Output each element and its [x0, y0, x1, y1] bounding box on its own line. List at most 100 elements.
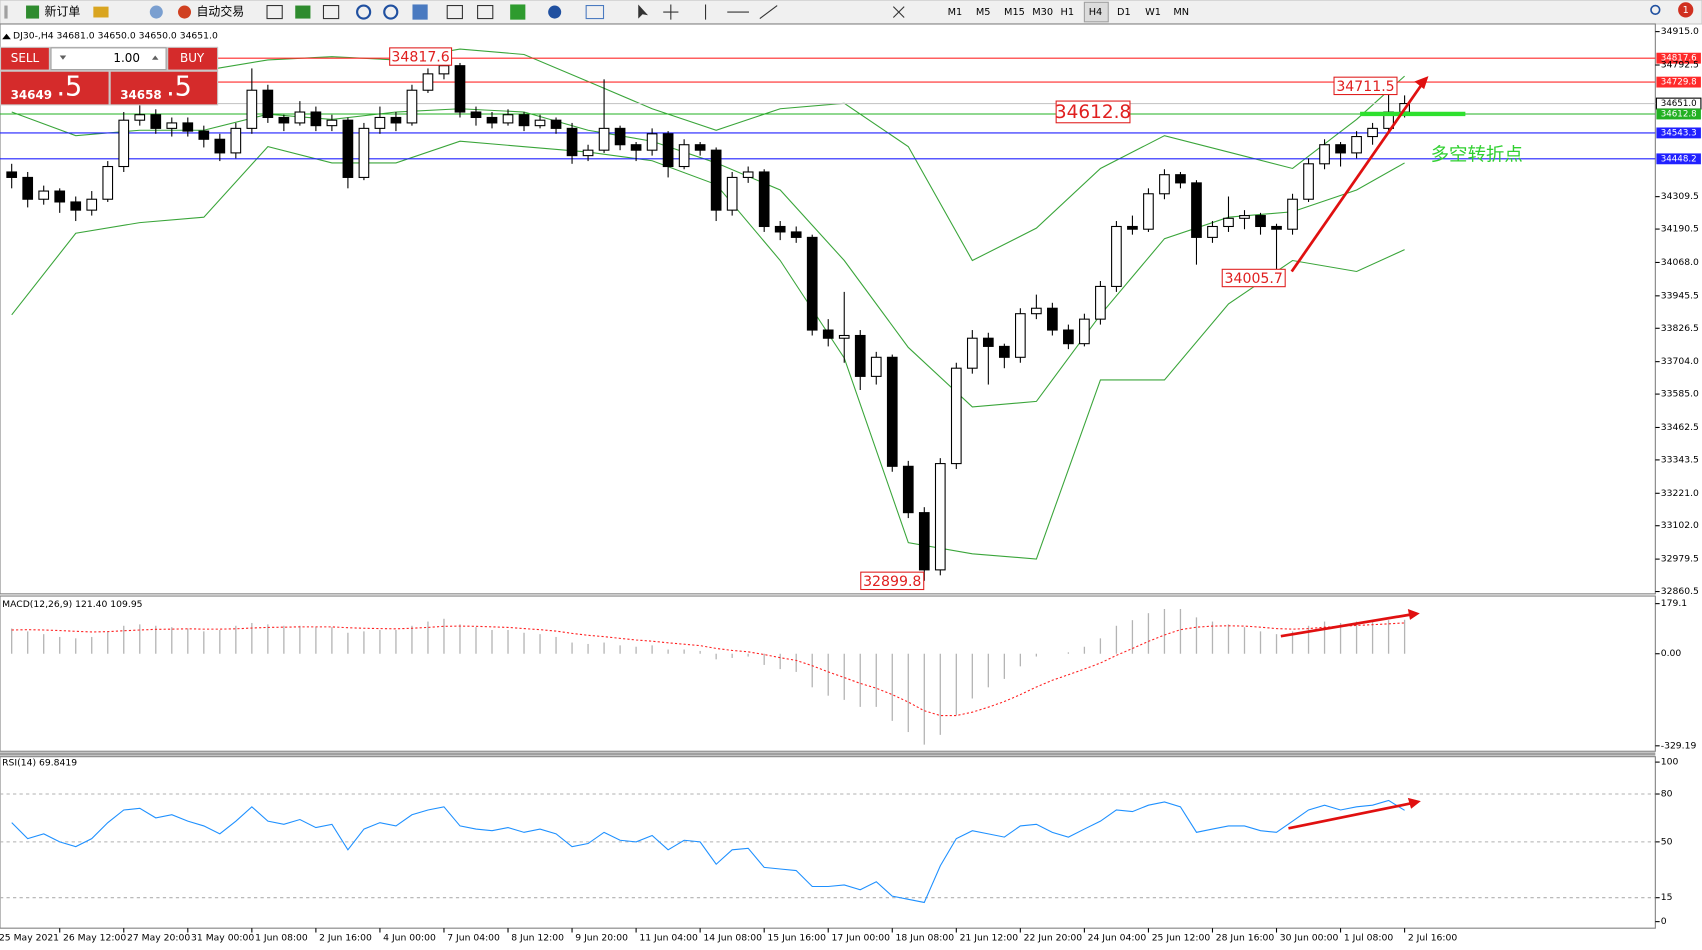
- line-icons[interactable]: [705, 4, 778, 20]
- macd-signal: [11, 622, 1405, 717]
- icon[interactable]: [93, 6, 109, 18]
- candle-body: [70, 201, 82, 211]
- candle-body: [1239, 215, 1250, 219]
- timeframe-button[interactable]: M1: [948, 7, 963, 18]
- x-tick-label: 9 Jun 20:00: [575, 932, 628, 943]
- candle-body: [1015, 313, 1026, 358]
- lots-input[interactable]: [50, 47, 167, 71]
- chart-header: DJ30-,H4 34681.0 34650.0 34650.0 34651.0: [13, 30, 218, 41]
- bollinger-band: [11, 48, 1405, 262]
- timeframe-button[interactable]: M15: [1004, 7, 1025, 18]
- main-panel: [0, 23, 1656, 595]
- candle-body: [1255, 215, 1266, 228]
- candle-body: [1047, 307, 1058, 331]
- candle-body: [182, 122, 194, 132]
- notification-count[interactable]: 1: [1683, 5, 1689, 16]
- x-tick-label: 22 Jun 20:00: [1024, 932, 1083, 943]
- x-tick-label: 1 Jul 08:00: [1344, 932, 1394, 943]
- y-tick-label: 179.1: [1661, 598, 1688, 609]
- cursor-icon[interactable]: [638, 4, 649, 19]
- icon[interactable]: [266, 4, 283, 20]
- buy-label[interactable]: BUY: [180, 51, 205, 65]
- trend-arrow: [1290, 81, 1425, 273]
- buy-button[interactable]: [168, 47, 218, 70]
- annotation: 多空转折点: [1431, 144, 1523, 165]
- search-icon[interactable]: [1650, 4, 1661, 16]
- timeframe-button[interactable]: H1: [1060, 7, 1074, 18]
- buy-price[interactable]: 34658: [120, 88, 162, 102]
- candle-body: [390, 116, 402, 124]
- candle-body: [278, 116, 290, 124]
- icon[interactable]: [585, 4, 605, 20]
- candle-body: [294, 111, 306, 124]
- icon[interactable]: [356, 4, 372, 20]
- timeframe-button[interactable]: M5: [976, 7, 991, 18]
- candle-body: [902, 465, 914, 514]
- y-tick-label: 32979.5: [1661, 554, 1699, 565]
- y-tick-label: 0.00: [1661, 648, 1682, 659]
- rsi-line: [11, 799, 1405, 904]
- candle-body: [950, 367, 962, 465]
- price-box: [1656, 108, 1701, 120]
- candle-body: [582, 149, 594, 157]
- sell-price[interactable]: 34649: [11, 88, 53, 102]
- icon[interactable]: [446, 4, 463, 20]
- new-order-button[interactable]: 新订单: [45, 4, 81, 19]
- icon[interactable]: [295, 5, 311, 19]
- price-box: [1656, 127, 1701, 139]
- timeframe-button[interactable]: W1: [1145, 7, 1161, 18]
- y-tick-label: -329.19: [1661, 740, 1697, 751]
- buy-pips[interactable]: .5: [166, 72, 192, 103]
- notification-badge[interactable]: [1678, 2, 1694, 18]
- icon[interactable]: [178, 5, 192, 19]
- candle-body: [1367, 127, 1378, 138]
- candle-body: [1095, 285, 1106, 320]
- icon[interactable]: [26, 5, 40, 19]
- icon[interactable]: [548, 5, 562, 19]
- x-tick-label: 2 Jul 16:00: [1408, 932, 1458, 943]
- indicator-title: RSI(14) 69.8419: [2, 758, 77, 769]
- x-tick-label: 30 Jun 00:00: [1280, 932, 1339, 943]
- y-tick-label: 15: [1661, 892, 1673, 903]
- annotation: 34005.7: [1225, 271, 1283, 287]
- candle-body: [1287, 198, 1298, 230]
- candle-body: [806, 236, 818, 331]
- icon[interactable]: [383, 4, 399, 20]
- macd-chart: 179.1 0.00 -329.19 MACD(12,26,9) 121.40 109…: [2, 598, 1696, 751]
- sell-pips[interactable]: .5: [56, 72, 82, 103]
- icon[interactable]: [149, 5, 163, 19]
- candle-body: [262, 89, 274, 119]
- grip: [4, 5, 8, 19]
- lots-value[interactable]: 1.00: [113, 51, 140, 65]
- auto-trading-button[interactable]: 自动交易: [196, 4, 244, 19]
- timeframe-button[interactable]: MN: [1173, 7, 1189, 18]
- icon[interactable]: [322, 4, 340, 20]
- sell-label[interactable]: SELL: [11, 51, 40, 65]
- icon[interactable]: [477, 4, 494, 20]
- candle-body: [550, 119, 562, 129]
- icon[interactable]: [892, 6, 905, 18]
- sell-button[interactable]: [1, 47, 49, 70]
- rsi-arrow: [1288, 802, 1412, 830]
- x-tick-label: 21 Jun 12:00: [960, 932, 1019, 943]
- icon[interactable]: [510, 4, 526, 20]
- timeframe-button[interactable]: H4: [1089, 7, 1103, 18]
- candle-body: [1143, 193, 1154, 230]
- candle-body: [246, 89, 258, 129]
- timeframe-button[interactable]: D1: [1117, 7, 1131, 18]
- symbol-marker: [2, 33, 11, 40]
- y-tick-label: 32860.5: [1661, 586, 1699, 597]
- candle-body: [598, 127, 610, 151]
- crosshair-icon[interactable]: [663, 4, 679, 20]
- candle-body: [1031, 307, 1042, 315]
- sell-price-box[interactable]: [1, 71, 109, 105]
- candle-body: [1111, 225, 1122, 287]
- icon[interactable]: [412, 4, 428, 20]
- y-tick-label: 33462.5: [1661, 422, 1699, 433]
- candle-body: [502, 114, 514, 124]
- buy-price-box[interactable]: [110, 71, 218, 105]
- candle-body: [310, 111, 322, 127]
- candle-body: [214, 138, 226, 154]
- timeframe-button[interactable]: M30: [1032, 7, 1053, 18]
- candle-body: [326, 119, 338, 127]
